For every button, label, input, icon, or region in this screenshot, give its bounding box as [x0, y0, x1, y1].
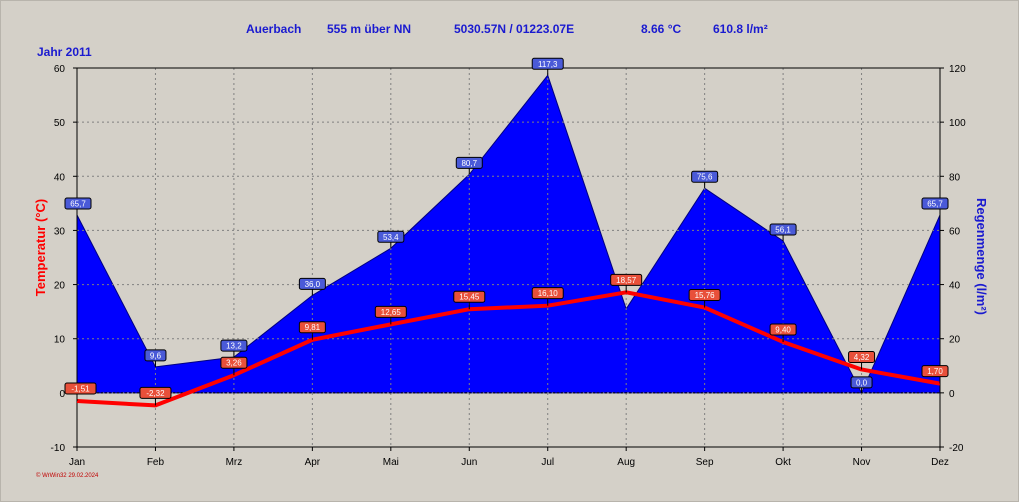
- precip-label-box: [298, 277, 326, 290]
- precip-label-box: [531, 57, 564, 70]
- temp-label-box: [769, 323, 797, 336]
- left-tick-label: 30: [54, 226, 66, 237]
- temp-label-box: [921, 365, 949, 378]
- temp-data-label: 12,65: [381, 308, 402, 317]
- precip-data-label: 75,6: [697, 173, 713, 182]
- left-tick-label: 20: [54, 281, 66, 292]
- right-tick-label: 0: [949, 389, 955, 400]
- precip-label-box: [921, 197, 949, 210]
- x-tick-label: Okt: [775, 457, 791, 468]
- station-name: Auerbach: [246, 22, 302, 36]
- x-tick-label: Nov: [853, 457, 871, 468]
- temp-data-label: 1,70: [927, 367, 943, 376]
- temp-label-box: [220, 356, 248, 369]
- temp-label-box: [688, 289, 721, 302]
- precip-label-box: [64, 197, 92, 210]
- precip-data-label: 13,2: [226, 342, 242, 351]
- precip-label-box: [850, 376, 873, 389]
- temp-label-box: [531, 287, 564, 300]
- right-tick-label: 80: [949, 172, 961, 183]
- temp-data-label: 9,81: [305, 323, 321, 332]
- temp-data-label: 15,45: [459, 293, 480, 302]
- temp-label-box: [610, 273, 643, 286]
- right-axis-title: Regenmenge (l/m²): [974, 198, 989, 315]
- left-tick-label: 40: [54, 172, 66, 183]
- temp-data-label: 16,10: [538, 289, 559, 298]
- precip-data-label: 36,0: [305, 280, 321, 289]
- precip-data-label: 65,7: [927, 199, 943, 208]
- station-elevation: 555 m über NN: [327, 22, 412, 36]
- mean-temperature: 8.66 °C: [641, 22, 682, 36]
- temperature-line: [76, 290, 941, 408]
- precip-label-box: [377, 230, 405, 243]
- x-tick-label: Apr: [305, 457, 321, 468]
- total-precipitation: 610.8 l/m²: [713, 22, 768, 36]
- temp-data-label: 4,32: [854, 353, 870, 362]
- precip-label-box: [769, 223, 797, 236]
- right-tick-label: 100: [949, 118, 966, 129]
- x-tick-label: Jun: [461, 457, 477, 468]
- left-tick-label: -10: [51, 443, 66, 454]
- left-tick-label: 10: [54, 335, 66, 346]
- precip-data-label: 9,6: [150, 351, 162, 360]
- precip-data-label: 56,1: [775, 225, 791, 234]
- right-tick-label: 120: [949, 64, 966, 75]
- x-tick-label: Dez: [931, 457, 949, 468]
- precip-data-label: 80,7: [461, 159, 477, 168]
- precip-label-box: [691, 170, 719, 183]
- temp-label-box: [298, 321, 326, 334]
- x-tick-label: Mrz: [226, 457, 243, 468]
- right-tick-label: 60: [949, 226, 961, 237]
- temp-data-label: 9,40: [775, 325, 791, 334]
- copyright-note: © WrWin32 29.02.2024: [36, 473, 99, 479]
- precip-data-label: 117,3: [538, 60, 558, 69]
- temp-data-label: 15,76: [695, 291, 716, 300]
- temp-label-box: [64, 382, 97, 395]
- precip-label-box: [220, 339, 248, 352]
- precipitation-area: [76, 74, 941, 395]
- x-tick-label: Aug: [617, 457, 635, 468]
- station-coordinates: 5030.57N / 01223.07E: [454, 22, 575, 36]
- precip-data-label: 53,4: [383, 233, 399, 242]
- precip-data-label: 0,0: [856, 378, 868, 387]
- temp-label-box: [374, 305, 407, 318]
- left-tick-label: 0: [59, 389, 65, 400]
- left-axis-title: Temperatur (°C): [33, 199, 48, 296]
- x-tick-label: Feb: [147, 457, 165, 468]
- x-tick-label: Jul: [541, 457, 554, 468]
- x-tick-label: Mai: [383, 457, 399, 468]
- temp-label-box: [139, 386, 172, 399]
- temp-data-label: -2,32: [146, 389, 165, 398]
- right-tick-label: 40: [949, 281, 961, 292]
- right-tick-label: 20: [949, 335, 961, 346]
- precip-data-label: 65,7: [70, 199, 86, 208]
- precip-label-box: [144, 349, 167, 362]
- right-tick-label: -20: [949, 443, 964, 454]
- temp-data-label: 18,57: [616, 276, 637, 285]
- temp-label-box: [848, 350, 876, 363]
- year-label: Jahr 2011: [37, 45, 92, 59]
- temp-data-label: -1,51: [71, 385, 90, 394]
- left-tick-label: 50: [54, 118, 66, 129]
- x-tick-label: Jan: [69, 457, 85, 468]
- temp-data-label: 3,26: [226, 359, 242, 368]
- left-tick-label: 60: [54, 64, 66, 75]
- temp-label-box: [453, 290, 486, 303]
- precip-label-box: [455, 156, 483, 169]
- x-tick-label: Sep: [696, 457, 714, 468]
